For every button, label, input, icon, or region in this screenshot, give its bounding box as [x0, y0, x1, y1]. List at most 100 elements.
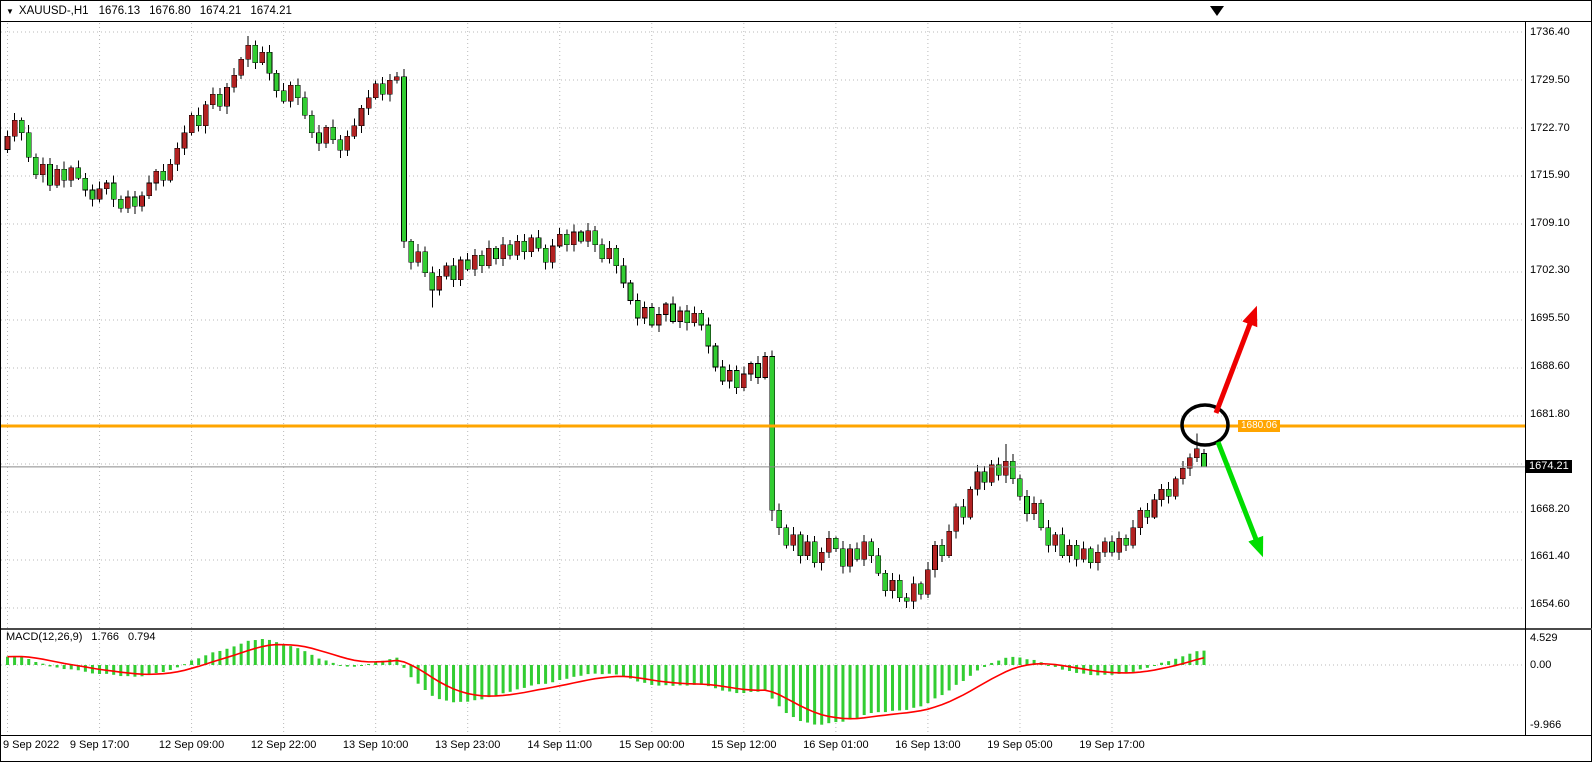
macd-histogram-bar: [508, 665, 512, 692]
candle-down: [1059, 534, 1066, 557]
macd-histogram-bar: [544, 665, 548, 684]
macd-histogram-bar: [69, 665, 73, 670]
candle-up: [847, 548, 853, 567]
macd-histogram-bar: [331, 662, 335, 665]
candle-down: [995, 464, 1002, 476]
candle-down: [75, 167, 82, 179]
macd-histogram-bar: [183, 664, 186, 666]
bullish-arrow-annotation[interactable]: [1213, 305, 1258, 414]
candle-up: [1102, 541, 1108, 553]
candle-up: [500, 244, 506, 259]
macd-histogram-bar: [444, 665, 448, 701]
candle-up: [1002, 461, 1009, 476]
macd-histogram-bar: [168, 665, 172, 671]
macd-histogram-bar: [997, 660, 1001, 665]
macd-histogram-bar: [537, 665, 540, 685]
macd-histogram-bar: [1117, 665, 1121, 674]
candle-up: [4, 135, 11, 150]
candle-down: [110, 182, 117, 200]
circle-annotation[interactable]: [1180, 403, 1230, 447]
candle-down: [797, 534, 804, 557]
pane-separator[interactable]: [1, 628, 1592, 630]
candle-down: [620, 265, 627, 284]
time-axis[interactable]: [1, 736, 1525, 761]
macd-histogram-bar: [1096, 665, 1100, 676]
grid: [1, 23, 1525, 734]
macd-histogram-bar: [430, 665, 434, 696]
candle-up: [457, 259, 464, 280]
macd-histogram-bar: [324, 660, 328, 665]
macd-histogram-bar: [1188, 653, 1192, 665]
quote-high: 1676.80: [149, 5, 191, 17]
macd-histogram-bar: [267, 639, 271, 665]
macd-histogram-bar: [565, 665, 569, 679]
candle-down: [903, 597, 910, 602]
hline-price-tag[interactable]: 1680.06: [1238, 419, 1281, 432]
candle-down: [719, 366, 726, 382]
candle-up: [394, 76, 400, 81]
macd-histogram-bar: [756, 665, 760, 692]
macd-histogram-bar: [891, 665, 894, 711]
macd-histogram-bar: [742, 665, 746, 693]
candle-down: [117, 198, 124, 209]
macd-histogram-bar: [20, 656, 24, 665]
macd-histogram-bar: [678, 665, 682, 686]
candle-up: [139, 195, 145, 207]
candle-down: [564, 233, 570, 245]
bearish-arrow-annotation[interactable]: [1215, 441, 1264, 558]
macd-histogram-bar: [593, 665, 597, 674]
macd-histogram-bar: [1131, 665, 1135, 672]
quote-open: 1676.13: [98, 5, 141, 17]
candle-down: [705, 324, 712, 347]
price-axis[interactable]: [1526, 22, 1591, 735]
macd-histogram-bar: [1174, 658, 1178, 665]
macd-histogram-bar: [133, 665, 137, 677]
candle-up: [1080, 548, 1087, 560]
macd-histogram-bar: [813, 665, 817, 725]
chart-shift-marker[interactable]: [1210, 6, 1224, 16]
candle-down: [939, 544, 945, 557]
candle-down: [1017, 478, 1023, 497]
candle-down: [1201, 453, 1207, 468]
candle-down: [634, 300, 641, 319]
candle-down: [918, 583, 924, 595]
candle-down: [712, 345, 719, 368]
macd-histogram-bar: [501, 665, 505, 694]
macd-histogram-bar: [409, 665, 413, 678]
candle-down: [33, 156, 39, 175]
candle-down: [160, 170, 167, 181]
macd-histogram-bar: [1032, 659, 1036, 665]
macd-histogram-bar: [607, 665, 611, 674]
macd-histogram-bar: [345, 665, 349, 667]
macd-histogram-bar: [140, 665, 144, 677]
current-price-tag: 1674.21: [1526, 459, 1572, 473]
macd-histogram-bar: [416, 665, 420, 684]
candle-down: [783, 527, 790, 546]
candle-down: [613, 247, 620, 266]
macd-histogram-bar: [388, 659, 392, 665]
candle-down: [882, 572, 889, 592]
macd-histogram-bar: [1138, 665, 1142, 670]
candle-down: [337, 139, 344, 151]
macd-histogram-bar: [834, 665, 838, 723]
macd-signal-line: [7, 643, 1205, 720]
candle-up: [974, 471, 981, 490]
candle-up: [825, 537, 832, 553]
macd-histogram-bar: [629, 665, 633, 679]
candle-down: [1073, 544, 1080, 560]
candle-down: [309, 114, 315, 133]
candle-down: [25, 132, 32, 158]
candle-up: [1158, 489, 1165, 501]
candle-up: [514, 240, 521, 256]
candle-up: [125, 196, 131, 209]
candlesticks: [4, 36, 1207, 609]
candle-up: [889, 579, 896, 592]
macd-histogram-bar: [551, 665, 555, 683]
macd-histogram-bar: [239, 643, 243, 665]
macd-histogram-bar: [360, 665, 363, 666]
macd-histogram-bar: [714, 665, 717, 689]
macd-histogram-bar: [1152, 665, 1156, 666]
macd-histogram-bar: [204, 655, 208, 665]
